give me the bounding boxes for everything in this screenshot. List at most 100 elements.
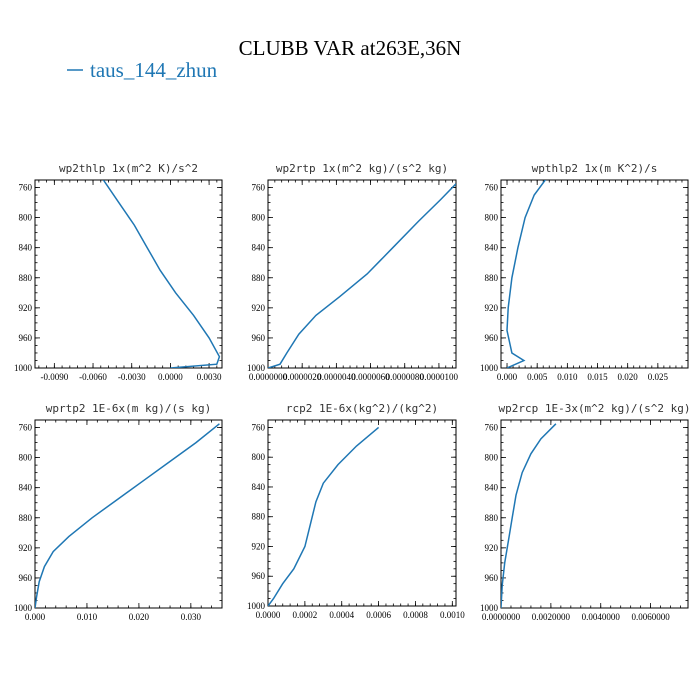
- y-tick-label: 1000: [480, 603, 499, 613]
- x-tick-label: -0.0090: [40, 372, 68, 382]
- x-tick-label: 0.0004: [329, 610, 354, 620]
- series-line: [506, 180, 547, 368]
- panel-2: wp2rtp 1x(m^2 kg)/(s^2 kg) 760 800 840 880 92…: [247, 162, 459, 382]
- x-tick-label: 0.0000000: [249, 372, 288, 382]
- x-tick-label: -0.0060: [79, 372, 107, 382]
- series-line: [268, 183, 456, 368]
- y-tick-label: 1000: [480, 363, 499, 373]
- y-tick-label: 960: [485, 573, 499, 583]
- y-tick-label: 840: [252, 482, 266, 492]
- panel-title: wp2thlp 1x(m^2 K)/s^2: [59, 162, 198, 175]
- axes-frame: [34, 179, 223, 369]
- y-tick-label: 800: [252, 452, 266, 462]
- x-tick-label: 0.0040000: [582, 612, 621, 622]
- y-tick-label: 880: [19, 273, 33, 283]
- series-line: [35, 423, 220, 608]
- y-tick-label: 760: [252, 183, 266, 193]
- axes-frame: [267, 419, 457, 607]
- y-tick-label: 760: [485, 183, 499, 193]
- y-tick-label: 840: [485, 243, 499, 253]
- x-tick-label: 0.030: [181, 612, 202, 622]
- x-tick-label: 0.010: [557, 372, 578, 382]
- y-tick-label: 800: [19, 213, 33, 223]
- y-tick-label: 760: [485, 423, 499, 433]
- x-tick-label: 0.0000100: [420, 372, 459, 382]
- axes-frame: [267, 179, 457, 369]
- y-tick-label: 880: [252, 273, 266, 283]
- y-tick-label: 960: [19, 333, 33, 343]
- legend-label: taus_144_zhun: [90, 58, 218, 82]
- y-tick-label: 880: [252, 512, 266, 522]
- y-tick-label: 960: [252, 333, 266, 343]
- x-tick-label: 0.015: [587, 372, 608, 382]
- series-line: [268, 426, 380, 606]
- series-line: [501, 423, 557, 608]
- x-tick-label: 0.0000060: [351, 372, 390, 382]
- x-tick-label: 0.0000020: [283, 372, 322, 382]
- x-tick-label: 0.0000080: [386, 372, 425, 382]
- y-tick-label: 1000: [247, 601, 266, 611]
- panel-3: wpthlp2 1x(m K^2)/s 760 800 840 880 920 960 100…: [480, 162, 689, 382]
- y-tick-label: 760: [252, 422, 266, 432]
- y-tick-label: 840: [19, 243, 33, 253]
- y-tick-label: 760: [19, 183, 33, 193]
- y-tick-label: 1000: [247, 363, 266, 373]
- y-tick-label: 840: [252, 243, 266, 253]
- panel-4: wprtp2 1E-6x(m kg)/(s kg) 760 800 840 880 920…: [14, 402, 223, 622]
- figure-title: CLUBB VAR at263E,36N: [239, 36, 462, 60]
- panel-1: wp2thlp 1x(m^2 K)/s^2 760 800 840 880 920 960 1…: [14, 162, 223, 382]
- x-tick-label: 0.0000: [256, 610, 281, 620]
- x-tick-label: 0.0060000: [631, 612, 670, 622]
- y-tick-label: 880: [485, 513, 499, 523]
- y-tick-label: 840: [19, 483, 33, 493]
- y-tick-label: 800: [485, 213, 499, 223]
- y-tick-label: 920: [252, 303, 266, 313]
- panel-title: wpthlp2 1x(m K^2)/s: [532, 162, 658, 175]
- panel-title: wp2rtp 1x(m^2 kg)/(s^2 kg): [276, 162, 448, 175]
- y-tick-label: 840: [485, 483, 499, 493]
- x-tick-label: 0.010: [77, 612, 98, 622]
- y-tick-label: 800: [485, 453, 499, 463]
- x-tick-label: 0.025: [648, 372, 669, 382]
- x-tick-label: 0.0008: [403, 610, 428, 620]
- x-tick-label: 0.0000: [158, 372, 183, 382]
- y-tick-label: 760: [19, 423, 33, 433]
- y-tick-label: 920: [252, 541, 266, 551]
- panel-title: rcp2 1E-6x(kg^2)/(kg^2): [286, 402, 438, 415]
- y-tick-label: 920: [485, 303, 499, 313]
- x-tick-label: 0.0006: [366, 610, 391, 620]
- y-tick-label: 920: [485, 543, 499, 553]
- x-tick-label: 0.0000000: [482, 612, 521, 622]
- x-tick-label: 0.0030: [197, 372, 222, 382]
- legend: taus_144_zhun: [67, 58, 218, 82]
- axes-frame: [500, 179, 689, 369]
- y-tick-label: 800: [252, 213, 266, 223]
- x-tick-label: 0.020: [129, 612, 150, 622]
- y-tick-label: 920: [19, 543, 33, 553]
- x-tick-label: 0.0000040: [317, 372, 356, 382]
- x-tick-label: 0.0020000: [532, 612, 571, 622]
- panel-title: wp2rcp 1E-3x(m^2 kg)/(s^2 kg): [498, 402, 690, 415]
- x-tick-label: -0.0030: [118, 372, 146, 382]
- y-tick-label: 960: [19, 573, 33, 583]
- x-tick-label: 0.020: [618, 372, 639, 382]
- y-tick-label: 960: [485, 333, 499, 343]
- y-tick-label: 1000: [14, 603, 33, 613]
- panel-6: wp2rcp 1E-3x(m^2 kg)/(s^2 kg) 760 800 840 88…: [480, 402, 691, 622]
- x-tick-label: 0.000: [25, 612, 46, 622]
- y-tick-label: 920: [19, 303, 33, 313]
- y-tick-label: 880: [485, 273, 499, 283]
- axes-frame: [500, 419, 689, 609]
- y-tick-label: 960: [252, 571, 266, 581]
- x-tick-label: 0.005: [527, 372, 548, 382]
- panel-5: rcp2 1E-6x(kg^2)/(kg^2) 760 800 840 880 920 96…: [247, 402, 465, 620]
- panels: wp2thlp 1x(m^2 K)/s^2 760 800 840 880 920 960 1…: [14, 162, 691, 622]
- x-tick-label: 0.0010: [440, 610, 465, 620]
- axes-frame: [34, 419, 223, 609]
- y-tick-label: 880: [19, 513, 33, 523]
- y-tick-label: 800: [19, 453, 33, 463]
- y-tick-label: 1000: [14, 363, 33, 373]
- x-tick-label: 0.000: [497, 372, 518, 382]
- series-line: [102, 180, 221, 368]
